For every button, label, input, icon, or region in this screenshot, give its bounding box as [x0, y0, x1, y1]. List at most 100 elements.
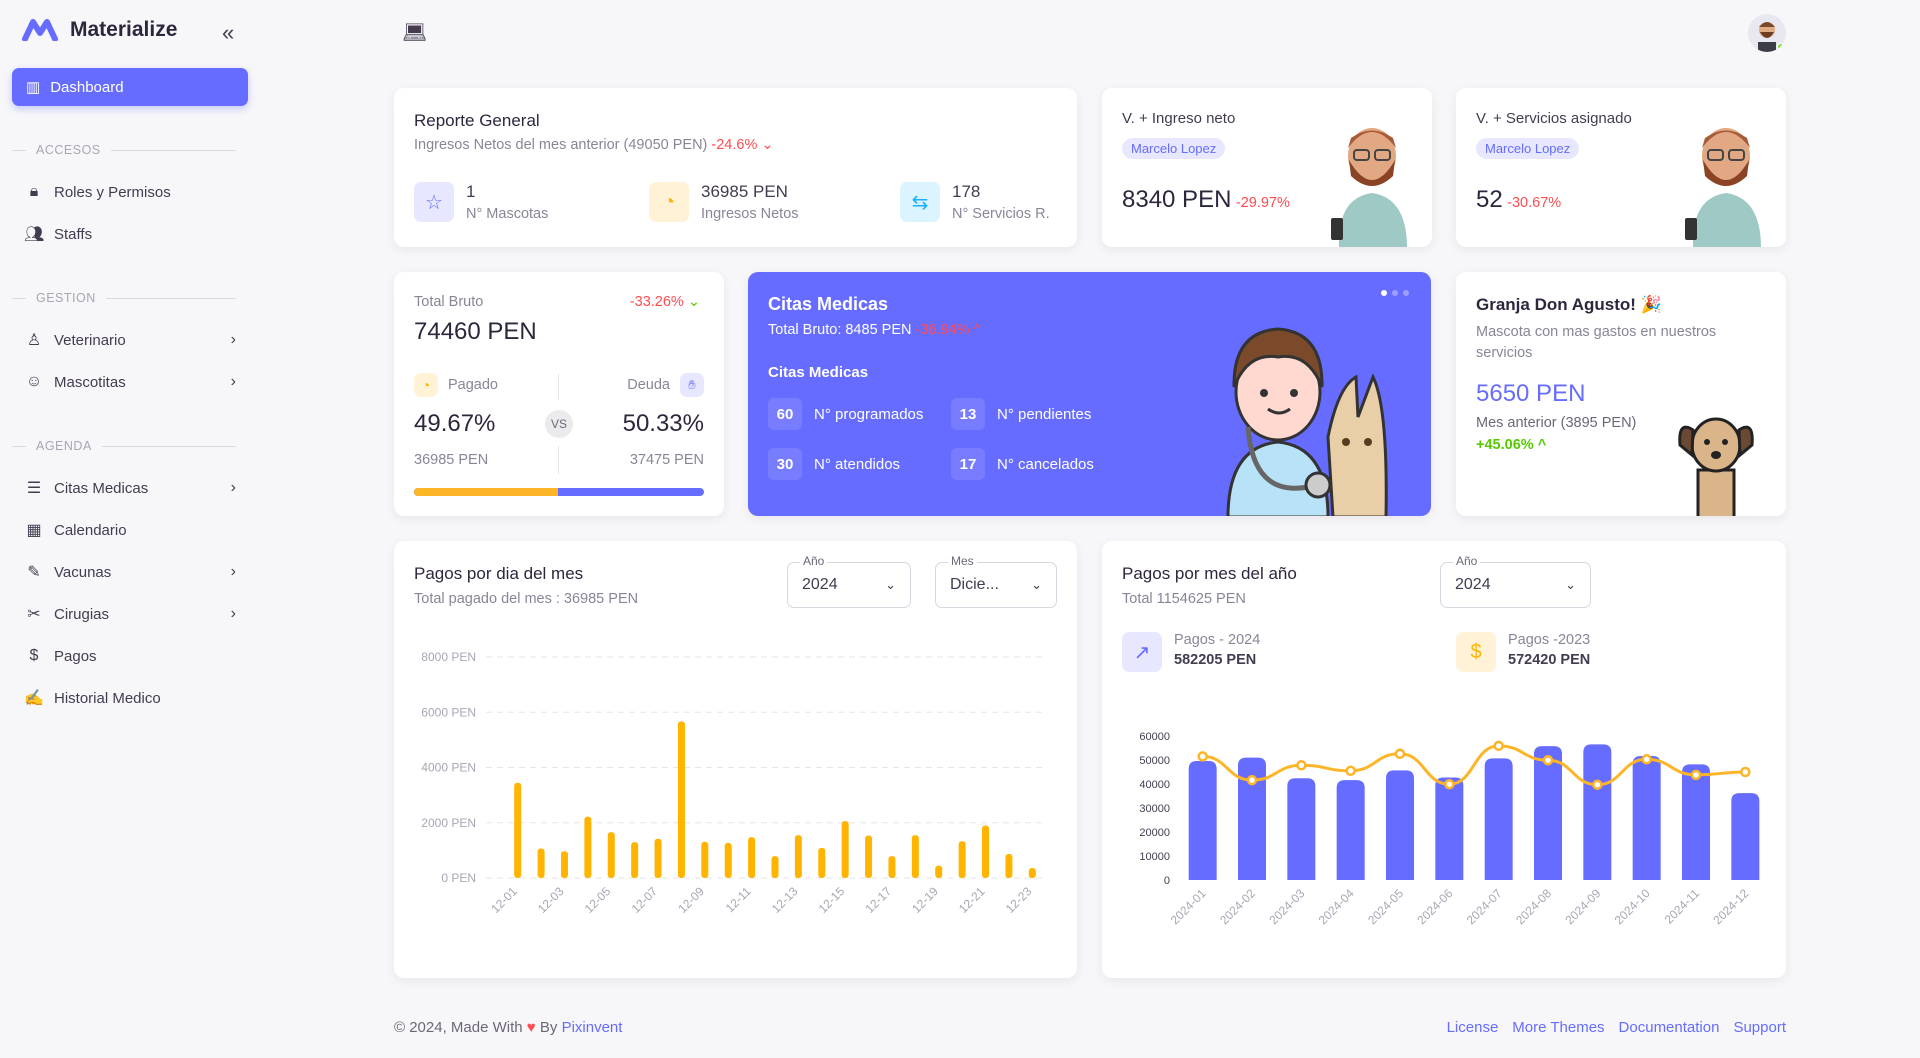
bar-12-02: [537, 848, 545, 878]
pagado-label: ◔ Pagado: [414, 373, 498, 397]
line-point-2024-09: [1592, 779, 1603, 790]
vet-character-illustration: [1685, 128, 1761, 247]
vet-value: 8340 PEN: [1122, 186, 1232, 213]
bar-2024-03: [1287, 778, 1316, 880]
line-point-2024-05: [1394, 748, 1406, 760]
citas-total: Total Bruto: 8485 PEN: [768, 322, 912, 338]
x-tick-label: 2024-03: [1266, 886, 1307, 927]
swap-arrows-icon: ⇆: [900, 182, 940, 222]
heart-icon: ♥: [526, 1019, 536, 1036]
bar-chart-icon: ▥: [26, 79, 41, 96]
line-point-2024-08: [1542, 754, 1554, 766]
deuda-amount: 37475 PEN: [629, 452, 704, 468]
pet-icon: ☺: [25, 373, 43, 390]
year-select[interactable]: Año 2024 ⌄: [787, 554, 911, 608]
x-tick-label: 2024-12: [1710, 886, 1751, 927]
stat-atendidos: 30 N° atendidos: [768, 448, 900, 480]
sidebar-item-veterinario[interactable]: ♙ Veterinario ›: [24, 325, 236, 355]
sidebar-item-roles[interactable]: 🔒︎ Roles y Permisos: [24, 177, 236, 207]
pagado-percent: 49.67%: [414, 410, 496, 437]
card-title: Granja Don Agusto!: [1476, 295, 1636, 314]
y-tick-label: 40000: [1139, 779, 1170, 791]
chevron-up-icon: ^: [973, 322, 981, 338]
line-point-2024-11: [1690, 769, 1702, 781]
x-tick-label: 12-15: [816, 884, 848, 916]
carousel-indicators[interactable]: [1381, 290, 1409, 296]
chevron-down-icon: ⌄: [761, 137, 774, 153]
change-value: -33.26%: [629, 294, 684, 310]
line-point-2024-12: [1740, 766, 1751, 778]
deuda-label: Deuda ✋︎: [627, 373, 704, 397]
legend-2024: ↗ Pagos - 2024 582205 PEN: [1122, 632, 1260, 672]
bar-12-19: [935, 865, 943, 878]
bar-12-06: [631, 842, 639, 878]
x-tick-label: 12-23: [1003, 884, 1035, 916]
more-themes-link[interactable]: More Themes: [1512, 1019, 1605, 1036]
x-tick-label: 12-11: [723, 884, 754, 915]
card-title: V. + Servicios asignado: [1476, 110, 1632, 127]
change-value: -30.67%: [1507, 195, 1562, 211]
sidebar-item-historial[interactable]: ✍ Historial Medico: [24, 689, 161, 708]
citas-subtitle: Citas Medicas: [768, 364, 869, 381]
sidebar-item-dashboard[interactable]: ▥ Dashboard: [12, 68, 248, 106]
license-link[interactable]: License: [1446, 1019, 1499, 1036]
y-tick-label: 0: [1164, 875, 1170, 887]
pie-chart-icon: ◔: [414, 373, 438, 397]
x-tick-label: 12-01: [488, 884, 520, 916]
dog-illustration: [1678, 417, 1754, 516]
month-select[interactable]: Mes Dicie... ⌄: [935, 554, 1057, 608]
y-tick-label: 2000 PEN: [421, 816, 476, 830]
line-point-2024-02: [1246, 774, 1258, 786]
sidebar-item-citas[interactable]: ☰ Citas Medicas ›: [24, 473, 236, 503]
documentation-link[interactable]: Documentation: [1618, 1019, 1720, 1036]
pixinvent-link[interactable]: Pixinvent: [561, 1019, 623, 1036]
y-tick-label: 50000: [1139, 755, 1170, 767]
line-point-2024-10: [1641, 754, 1652, 765]
bar-12-16: [865, 835, 873, 878]
vet-value: 52: [1476, 186, 1503, 213]
bar-12-12: [771, 856, 779, 878]
y-tick-label: 30000: [1139, 803, 1170, 815]
pagado-amount: 36985 PEN: [414, 452, 489, 468]
card-title: Citas Medicas: [768, 294, 889, 314]
x-tick-label: 2024-01: [1168, 886, 1209, 927]
sidebar-item-cirugias[interactable]: ✂ Cirugias ›: [24, 599, 236, 629]
bar-2024-01: [1188, 760, 1217, 880]
change-value: -36.94%: [915, 322, 970, 338]
sidebar-item-pagos[interactable]: $ Pagos: [24, 641, 236, 671]
change-value: +45.06%: [1476, 437, 1534, 453]
sidebar-item-staffs[interactable]: 👥︎ Staffs: [24, 225, 93, 244]
pagos-dia-card: Pagos por dia del mes Total pagado del m…: [394, 541, 1077, 978]
syringe-icon: ✎: [27, 564, 41, 581]
line-point-2024-07: [1493, 740, 1504, 752]
collapse-sidebar-icon[interactable]: «: [222, 20, 235, 45]
x-tick-label: 2024-07: [1464, 886, 1505, 927]
card-subtitle: Mascota con mas gastos en nuestros servi…: [1476, 324, 1717, 361]
support-link[interactable]: Support: [1733, 1019, 1786, 1036]
sidebar-item-calendario[interactable]: ▦ Calendario: [24, 515, 236, 545]
footer-copyright: © 2024, Made With ♥ By Pixinvent: [394, 1019, 623, 1036]
sidebar-item-vacunas[interactable]: ✎ Vacunas ›: [24, 557, 236, 587]
pagos-mes-card: Pagos por mes del año Total 1154625 PEN …: [1102, 541, 1786, 978]
change-value: -29.97%: [1235, 195, 1290, 211]
chevron-right-icon: ›: [230, 605, 236, 622]
online-status-dot: [1777, 43, 1785, 51]
carousel-dot: [1392, 290, 1398, 296]
chevron-right-icon: ›: [230, 563, 236, 580]
stat-ingresos: ◔ 36985 PEN Ingresos Netos: [649, 182, 799, 222]
sidebar-item-mascotitas[interactable]: ☺ Mascotitas ›: [25, 373, 236, 391]
line-point-2024-04: [1345, 765, 1356, 777]
app-logo[interactable]: Materialize: [22, 18, 177, 42]
section-agenda: AGENDA: [12, 439, 236, 453]
stat-cancelados: 17 N° cancelados: [951, 448, 1094, 480]
year-select[interactable]: Año 2024 ⌄: [1440, 554, 1591, 608]
carousel-dot-active: [1381, 290, 1387, 296]
daily-payments-chart: 0 PEN 2000 PEN 4000 PEN 6000 PEN 8000 PEN 12-…: [421, 650, 1044, 916]
laptop-icon[interactable]: 💻︎: [402, 22, 428, 44]
bar-2024-10: [1632, 756, 1661, 880]
card-subtitle: Total 1154625 PEN: [1122, 591, 1246, 607]
avatar[interactable]: [1748, 14, 1786, 52]
chevron-down-icon: ⌄: [1565, 577, 1576, 592]
carousel-dot: [1403, 290, 1409, 296]
x-tick-label: 12-07: [629, 884, 661, 916]
